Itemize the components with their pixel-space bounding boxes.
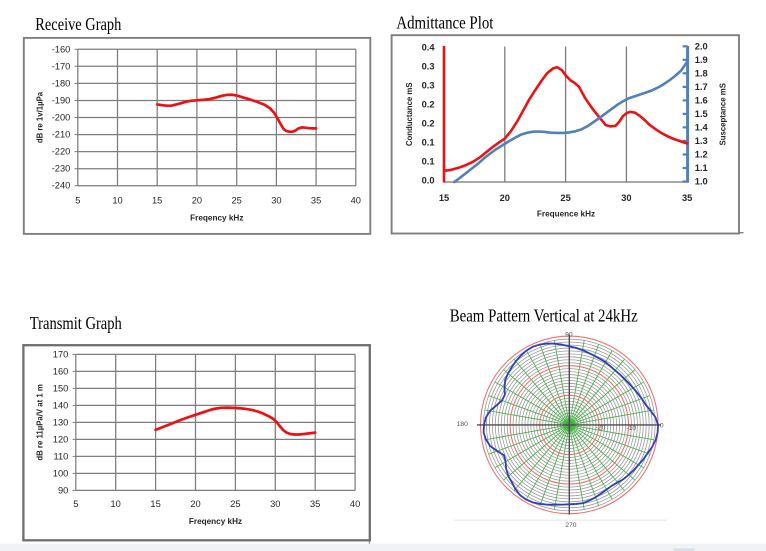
svg-text:110: 110 <box>53 451 68 461</box>
svg-text:160: 160 <box>53 366 69 376</box>
svg-text:2.0: 2.0 <box>695 41 708 51</box>
svg-text:Susceptance mS: Susceptance mS <box>718 83 727 145</box>
svg-text:0.3: 0.3 <box>422 81 435 91</box>
svg-text:Conductance mS: Conductance mS <box>405 82 414 146</box>
svg-text:-220: -220 <box>52 147 71 157</box>
svg-text:0.1: 0.1 <box>422 157 435 167</box>
svg-text:0.2: 0.2 <box>422 100 435 110</box>
svg-text:130: 130 <box>53 417 69 427</box>
svg-text:15: 15 <box>439 193 449 203</box>
svg-text:1.3: 1.3 <box>695 136 708 146</box>
svg-text:100: 100 <box>53 468 69 478</box>
svg-text:90: 90 <box>58 485 68 495</box>
svg-text:-210: -210 <box>52 130 71 140</box>
svg-text:-160: -160 <box>52 44 71 54</box>
svg-text:25: 25 <box>230 499 240 509</box>
svg-text:dB re 11µPa/V at 1 m: dB re 11µPa/V at 1 m <box>36 384 45 461</box>
svg-text:1.1: 1.1 <box>695 163 708 173</box>
svg-text:-10: -10 <box>626 425 636 432</box>
svg-text:90: 90 <box>565 332 573 339</box>
svg-text:Beam Pattern Vertical at 24kHz: Beam Pattern Vertical at 24kHz <box>450 306 638 326</box>
svg-text:-230: -230 <box>52 164 71 174</box>
svg-text:Freqency kHz: Freqency kHz <box>190 214 243 223</box>
svg-text:0.3: 0.3 <box>422 62 435 72</box>
svg-text:15: 15 <box>150 499 160 509</box>
svg-text:Admittance Plot: Admittance Plot <box>396 13 493 33</box>
svg-text:5: 5 <box>73 499 78 509</box>
svg-text:Receive Graph: Receive Graph <box>35 14 121 34</box>
svg-text:-20: -20 <box>596 425 606 432</box>
svg-text:1.2: 1.2 <box>695 150 708 160</box>
svg-text:20: 20 <box>192 196 202 206</box>
svg-text:120: 120 <box>53 434 69 444</box>
svg-text:-200: -200 <box>52 113 71 123</box>
svg-text:170: 170 <box>53 349 69 359</box>
svg-text:0.4: 0.4 <box>422 43 436 53</box>
svg-text:Frequence kHz: Frequence kHz <box>537 210 595 219</box>
svg-text:1.8: 1.8 <box>695 68 708 78</box>
svg-text:-180: -180 <box>52 78 71 88</box>
svg-text:1.4: 1.4 <box>695 122 709 132</box>
svg-text:180: 180 <box>457 421 468 428</box>
svg-text:Freqency kHz: Freqency kHz <box>189 517 242 526</box>
svg-text:1.6: 1.6 <box>695 95 708 105</box>
svg-text:20: 20 <box>500 193 510 203</box>
svg-text:1.9: 1.9 <box>695 55 708 65</box>
svg-text:40: 40 <box>351 196 361 206</box>
svg-text:1.0: 1.0 <box>695 177 708 187</box>
svg-text:30: 30 <box>621 193 631 203</box>
svg-text:1.7: 1.7 <box>695 82 708 92</box>
svg-text:20: 20 <box>190 499 200 509</box>
svg-text:0.2: 0.2 <box>422 119 435 129</box>
svg-text:35: 35 <box>682 193 692 203</box>
svg-text:270: 270 <box>565 522 576 529</box>
svg-text:25: 25 <box>232 196 242 206</box>
svg-text:30: 30 <box>270 499 280 509</box>
svg-text:-170: -170 <box>52 61 71 71</box>
svg-text:35: 35 <box>311 196 321 206</box>
svg-text:40: 40 <box>350 499 360 509</box>
svg-text:10: 10 <box>112 196 122 206</box>
svg-text:150: 150 <box>53 383 69 393</box>
svg-text:25: 25 <box>560 193 570 203</box>
svg-text:-190: -190 <box>52 96 71 106</box>
svg-text:5: 5 <box>75 196 80 206</box>
svg-text:0.0: 0.0 <box>422 176 435 186</box>
svg-text:140: 140 <box>53 400 69 410</box>
svg-text:30: 30 <box>271 196 281 206</box>
svg-text:0.1: 0.1 <box>422 138 435 148</box>
svg-text:35: 35 <box>310 499 320 509</box>
svg-text:1.5: 1.5 <box>695 109 708 119</box>
svg-text:dB re 1v/1µPa: dB re 1v/1µPa <box>36 91 45 143</box>
svg-text:0: 0 <box>660 423 664 430</box>
svg-text:Transmit Graph: Transmit Graph <box>30 313 122 333</box>
svg-text:10: 10 <box>111 499 121 509</box>
svg-text:15: 15 <box>152 196 162 206</box>
svg-text:-240: -240 <box>52 181 71 191</box>
